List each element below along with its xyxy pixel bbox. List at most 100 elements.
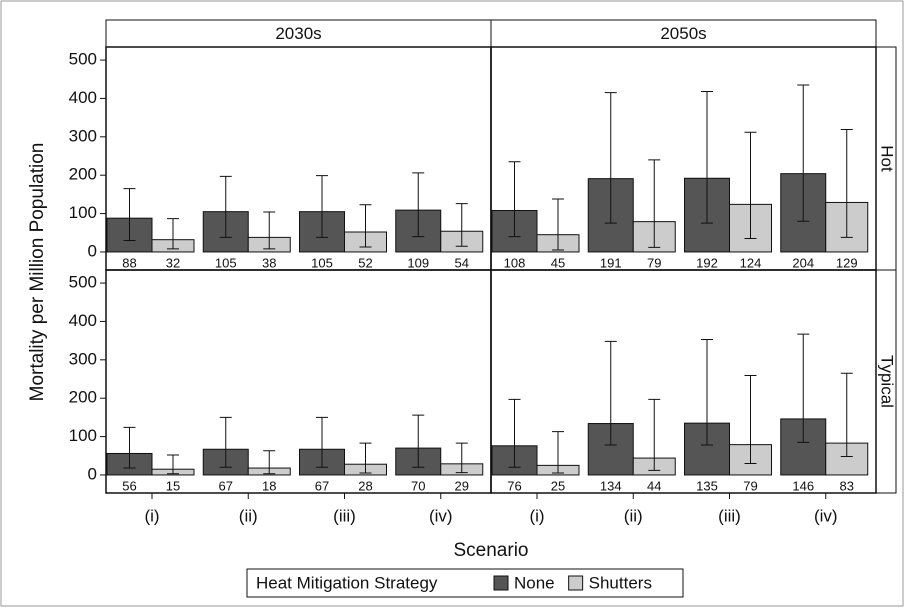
value-label: 28: [358, 478, 372, 493]
legend-swatch: [493, 575, 509, 591]
y-tick-label: 500: [69, 273, 97, 292]
value-label: 44: [647, 478, 661, 493]
column-header: [105, 19, 492, 48]
error-bar: [840, 372, 853, 458]
value-label: 192: [696, 255, 718, 270]
y-tick-label: 0: [88, 464, 97, 483]
value-label: 67: [315, 478, 329, 493]
value-label: 45: [551, 255, 565, 270]
error-bar: [797, 84, 810, 222]
x-tick-label: (iii): [333, 506, 356, 525]
error-bar: [701, 338, 713, 446]
legend-label: Shutters: [589, 573, 652, 592]
legend-swatch: [568, 575, 584, 591]
y-tick-label: 100: [69, 426, 97, 445]
value-label: 108: [504, 255, 526, 270]
error-bar: [316, 175, 328, 238]
value-label: 38: [262, 255, 276, 270]
error-bar: [797, 333, 810, 443]
y-tick-label: 300: [69, 349, 97, 368]
x-tick-label: (iv): [814, 506, 838, 525]
error-bar: [167, 454, 179, 475]
column-header-label: 2050s: [660, 24, 706, 43]
x-tick-label: (ii): [624, 506, 643, 525]
x-tick-label: (i): [529, 506, 544, 525]
value-label: 70: [411, 478, 425, 493]
y-tick-label: 200: [69, 388, 97, 407]
legend-label: None: [514, 573, 555, 592]
error-bar: [744, 131, 757, 240]
error-bar: [167, 218, 179, 250]
value-label: 56: [122, 478, 136, 493]
row-header-label: Typical: [878, 355, 897, 408]
error-bar: [648, 398, 661, 471]
error-bar: [552, 198, 564, 251]
error-bar: [219, 175, 232, 238]
error-bar: [263, 211, 276, 250]
error-bar: [123, 188, 136, 241]
x-axis-label: Scenario: [454, 540, 529, 561]
value-label: 18: [262, 478, 276, 493]
error-bar: [701, 91, 713, 224]
y-tick-label: 0: [88, 241, 97, 260]
legend-box: [246, 568, 684, 598]
error-bar: [840, 129, 853, 238]
value-label: 191: [600, 255, 622, 270]
value-label: 88: [122, 255, 136, 270]
column-header-label: 2030s: [275, 24, 321, 43]
y-axis-label: Mortality per Million Population: [27, 143, 48, 402]
error-bar: [744, 375, 757, 464]
y-tick-label: 400: [69, 311, 97, 330]
error-bar: [316, 416, 328, 468]
error-bar: [219, 416, 232, 468]
error-bar: [455, 203, 468, 247]
value-label: 32: [166, 255, 180, 270]
y-tick-label: 200: [69, 165, 97, 184]
legend-title: Heat Mitigation Strategy: [256, 573, 438, 592]
value-label: 134: [600, 478, 622, 493]
value-label: 15: [166, 478, 180, 493]
value-label: 83: [840, 478, 854, 493]
column-header: [490, 19, 877, 48]
value-label: 25: [551, 478, 565, 493]
value-label: 29: [455, 478, 469, 493]
value-label: 76: [507, 478, 521, 493]
y-tick-label: 100: [69, 203, 97, 222]
value-label: 79: [647, 255, 661, 270]
error-bar: [552, 431, 564, 474]
value-label: 146: [792, 478, 814, 493]
error-bar: [412, 414, 425, 468]
value-label: 79: [743, 478, 757, 493]
y-tick-label: 300: [69, 126, 97, 145]
error-bar: [648, 159, 661, 248]
value-label: 129: [836, 255, 858, 270]
value-label: 105: [311, 255, 333, 270]
error-bar: [412, 172, 425, 238]
value-label: 109: [407, 255, 429, 270]
value-label: 52: [358, 255, 372, 270]
value-label: 67: [219, 478, 233, 493]
x-tick-label: (iii): [718, 506, 741, 525]
x-tick-label: (ii): [239, 506, 258, 525]
error-bar: [123, 426, 136, 469]
error-bar: [359, 442, 372, 474]
row-header-label: Hot: [878, 145, 897, 172]
error-bar: [604, 92, 617, 224]
value-label: 54: [455, 255, 469, 270]
value-label: 204: [792, 255, 814, 270]
error-bar: [359, 204, 372, 248]
value-label: 124: [740, 255, 762, 270]
error-bar: [455, 442, 468, 474]
error-bar: [508, 398, 521, 468]
error-bar: [263, 450, 276, 475]
value-label: 105: [215, 255, 237, 270]
error-bar: [508, 161, 521, 238]
y-tick-label: 500: [69, 50, 97, 69]
x-tick-label: (i): [144, 506, 159, 525]
value-label: 135: [696, 478, 718, 493]
panel-border: [490, 269, 877, 494]
y-tick-label: 400: [69, 88, 97, 107]
x-tick-label: (iv): [429, 506, 453, 525]
